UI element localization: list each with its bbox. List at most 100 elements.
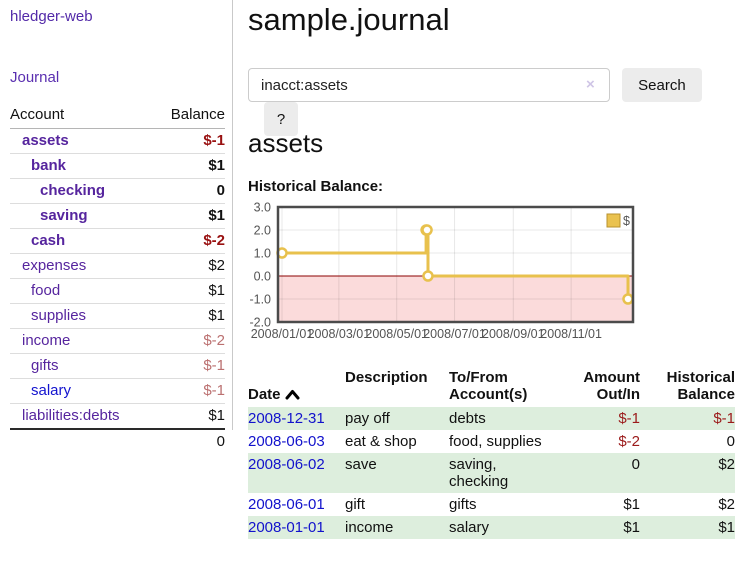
account-balance: $-1 <box>203 382 225 399</box>
column-header-accounts: To/From Account(s) <box>449 369 528 403</box>
txn-description: save <box>345 456 377 473</box>
svg-text:0.0: 0.0 <box>254 270 271 284</box>
account-link[interactable]: saving <box>40 207 88 224</box>
account-balance-cell: $-1 <box>153 378 225 404</box>
account-balance: $1 <box>208 307 225 324</box>
account-balance: $1 <box>208 282 225 299</box>
chart-title-label: Historical Balance: <box>248 178 384 195</box>
txn-balance: $2 <box>718 496 735 513</box>
account-name-cell: cash <box>10 228 154 254</box>
account-link[interactable]: liabilities:debts <box>22 407 120 424</box>
account-link[interactable]: cash <box>31 232 66 249</box>
account-row: gifts $-1 <box>10 353 225 379</box>
historical-balance-chart: 3.0 2.0 1.0 0.0 -1.0 -2.02008/01/012008/03/01… <box>249 201 635 341</box>
account-row: salary $-1 <box>10 378 225 404</box>
txn-balance: $2 <box>718 456 735 473</box>
svg-text:2008/07/01: 2008/07/01 <box>423 327 486 341</box>
account-row: income $-2 <box>10 328 225 354</box>
account-balance: $-1 <box>203 357 225 374</box>
txn-date-cell: 2008-01-01 <box>248 516 345 539</box>
date-header-label: Date <box>248 386 281 403</box>
sidebar-nav: Journal <box>10 69 224 86</box>
svg-text:-1.0: -1.0 <box>249 293 271 307</box>
account-name-cell: liabilities:debts <box>10 403 154 429</box>
txn-date-link[interactable]: 2008-06-03 <box>248 433 325 450</box>
account-row: cash $-2 <box>10 228 225 254</box>
txn-balance: $-1 <box>713 410 735 427</box>
txn-date-cell: 2008-06-02 <box>248 453 345 493</box>
svg-text:2008/11/01: 2008/11/01 <box>540 327 602 341</box>
transaction-row: 2008-06-03 eat & shop food, supplies $-2… <box>248 430 735 453</box>
transaction-row: 2008-12-31 pay off debts $-1 $-1 <box>248 407 735 430</box>
account-balance-cell: $1 <box>153 403 225 429</box>
svg-text:2008/05/01: 2008/05/01 <box>365 327 428 341</box>
page-title: sample.journal <box>248 2 450 37</box>
account-row: food $1 <box>10 278 225 304</box>
sidebar: hledger-web Journal Account Balance asse… <box>0 0 233 453</box>
account-balance: $1 <box>208 407 225 424</box>
txn-accounts: saving, checking <box>449 456 509 490</box>
account-link[interactable]: food <box>31 282 61 299</box>
transaction-row: 2008-06-02 save saving, checking 0 $2 <box>248 453 735 493</box>
account-link[interactable]: bank <box>31 157 67 174</box>
svg-text:2008/01/01: 2008/01/01 <box>251 327 314 341</box>
svg-text:-2.0: -2.0 <box>249 316 271 330</box>
account-row: liabilities:debts $1 <box>10 403 225 429</box>
transaction-row: 2008-01-01 income salary $1 $1 <box>248 516 735 539</box>
transactions-table: Date Description To/From Account(s) Amou… <box>248 366 735 539</box>
search-form: × Search ? <box>248 68 735 136</box>
account-name-cell: assets <box>10 129 154 154</box>
account-link[interactable]: salary <box>31 382 72 399</box>
accounts-header-balance: Balance <box>153 102 225 129</box>
txn-accounts: salary <box>449 519 490 536</box>
account-name-cell: gifts <box>10 353 154 379</box>
svg-text:$: $ <box>623 214 630 228</box>
account-link[interactable]: expenses <box>22 257 87 274</box>
account-link[interactable]: checking <box>40 182 106 199</box>
txn-description: income <box>345 519 394 536</box>
column-header-date[interactable]: Date <box>248 366 345 407</box>
account-link[interactable]: supplies <box>31 307 87 324</box>
brand-link[interactable]: hledger-web <box>10 8 93 25</box>
svg-text:2008/09/01: 2008/09/01 <box>482 327 545 341</box>
txn-amount: $1 <box>623 496 640 513</box>
txn-date-link[interactable]: 2008-12-31 <box>248 410 325 427</box>
txn-accounts: food, supplies <box>449 433 542 450</box>
sort-ascending-icon <box>285 387 300 404</box>
search-button[interactable]: Search <box>622 68 702 102</box>
account-name-cell: supplies <box>10 303 154 329</box>
account-balance-cell: $-2 <box>153 228 225 254</box>
svg-text:2008/03/01: 2008/03/01 <box>308 327 371 341</box>
sidebar-item-journal[interactable]: Journal <box>10 69 60 86</box>
chart-container: 3.0 2.0 1.0 0.0 -1.0 -2.0 2008/01/01 2008/03/01… <box>248 200 735 352</box>
account-link[interactable]: income <box>22 332 71 349</box>
account-balance-cell: 0 <box>153 178 225 204</box>
account-balance: $-1 <box>203 132 225 149</box>
account-balance: $-2 <box>203 332 225 349</box>
txn-date-link[interactable]: 2008-06-02 <box>248 456 325 473</box>
search-input[interactable] <box>248 68 610 102</box>
svg-text:3.0: 3.0 <box>254 201 271 215</box>
txn-date-link[interactable]: 2008-06-01 <box>248 496 325 513</box>
txn-balance: $1 <box>718 519 735 536</box>
txn-date-link[interactable]: 2008-01-01 <box>248 519 325 536</box>
account-balance-cell: $2 <box>153 253 225 279</box>
txn-date-cell: 2008-06-01 <box>248 493 345 516</box>
txn-accounts: gifts <box>449 496 477 513</box>
account-balance-cell: $-1 <box>153 353 225 379</box>
account-name-cell: bank <box>10 153 154 179</box>
account-link[interactable]: assets <box>22 132 69 149</box>
clear-search-icon[interactable]: × <box>586 76 595 93</box>
account-name-cell: expenses <box>10 253 154 279</box>
account-balance-cell: $1 <box>153 153 225 179</box>
account-balance: $2 <box>208 257 225 274</box>
svg-text:1.0: 1.0 <box>254 247 271 261</box>
account-link[interactable]: gifts <box>31 357 59 374</box>
txn-date-cell: 2008-12-31 <box>248 407 345 430</box>
txn-accounts: debts <box>449 410 486 427</box>
account-name-cell: checking <box>10 178 154 204</box>
account-balance-cell: $1 <box>153 278 225 304</box>
account-balance-cell: $1 <box>153 303 225 329</box>
help-button[interactable]: ? <box>264 102 298 136</box>
account-balance: $1 <box>208 207 225 224</box>
